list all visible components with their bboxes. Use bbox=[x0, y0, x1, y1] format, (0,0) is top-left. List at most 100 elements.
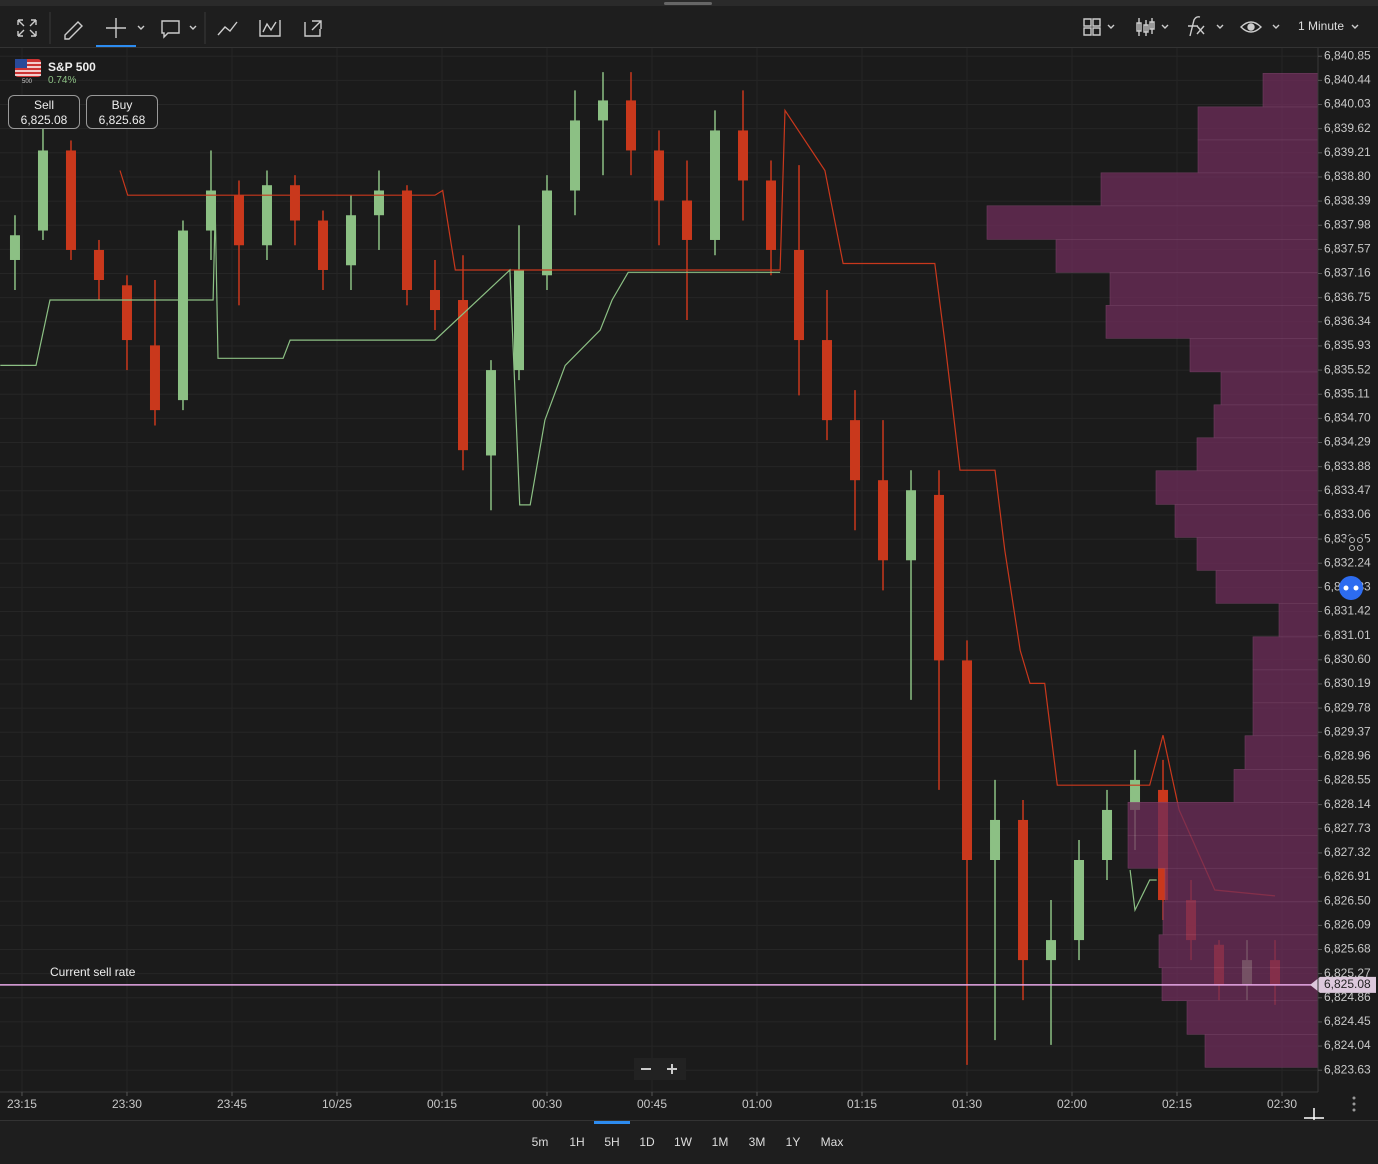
volume-bar bbox=[1213, 404, 1319, 439]
range-button[interactable]: 5H bbox=[604, 1135, 620, 1149]
candle-body bbox=[738, 130, 749, 181]
y-tick-label: 6,839.21 bbox=[1324, 145, 1371, 159]
y-tick-label: 6,831.42 bbox=[1324, 604, 1371, 618]
candle-body bbox=[149, 345, 160, 411]
y-tick-label: 6,826.09 bbox=[1324, 918, 1371, 932]
candle-body bbox=[597, 100, 608, 121]
visibility-menu[interactable] bbox=[1272, 24, 1280, 29]
candle-body bbox=[177, 230, 188, 401]
y-tick-label: 6,838.80 bbox=[1324, 169, 1371, 183]
instrument-name: S&P 500 bbox=[48, 60, 96, 74]
candle-body bbox=[9, 235, 20, 260]
candle-body bbox=[990, 819, 1001, 860]
chart-type-button[interactable] bbox=[1136, 18, 1155, 36]
flag bbox=[15, 59, 41, 77]
current-rate-tag bbox=[1310, 976, 1376, 993]
candle-body bbox=[121, 285, 132, 341]
functions-menu[interactable] bbox=[1216, 24, 1224, 29]
draw-button[interactable] bbox=[64, 21, 83, 40]
assistant-icon[interactable] bbox=[1339, 576, 1363, 600]
volume-bar bbox=[1197, 139, 1319, 174]
candle-body bbox=[654, 150, 664, 201]
y-tick-label: 6,834.70 bbox=[1324, 411, 1371, 425]
zoom-in[interactable] bbox=[667, 1064, 677, 1074]
volume-bar bbox=[1233, 769, 1319, 803]
range-button[interactable]: 1Y bbox=[785, 1135, 801, 1149]
y-tick-label: 6,837.16 bbox=[1324, 266, 1371, 280]
candle-body bbox=[1046, 940, 1057, 961]
crosshair-button[interactable] bbox=[106, 18, 126, 38]
current-rate-label: Current sell rate bbox=[50, 965, 136, 979]
range-button[interactable]: 1H bbox=[569, 1135, 585, 1149]
y-tick-label: 6,840.85 bbox=[1324, 48, 1371, 62]
candle-body bbox=[710, 130, 721, 240]
y-tick-label: 6,824.86 bbox=[1324, 990, 1371, 1004]
share-button[interactable] bbox=[304, 20, 322, 37]
y-tick-label: 6,824.04 bbox=[1324, 1038, 1371, 1052]
candle-body bbox=[345, 215, 356, 266]
volume-bar bbox=[1196, 537, 1319, 571]
candle-body bbox=[93, 249, 104, 280]
x-tick-label: 01:30 bbox=[952, 1097, 982, 1111]
range-button[interactable]: 1W bbox=[674, 1135, 692, 1149]
layout-menu[interactable] bbox=[1107, 24, 1115, 29]
flag-stripes bbox=[15, 62, 41, 76]
current-rate-value: 6,825.08 bbox=[1324, 977, 1371, 991]
range-button[interactable]: 1M bbox=[711, 1135, 729, 1149]
buy-button[interactable]: Buy 6,825.68 bbox=[86, 95, 158, 129]
candle-body bbox=[794, 249, 805, 341]
volume-bar bbox=[1162, 901, 1319, 936]
candle-body bbox=[1018, 819, 1029, 961]
layout-icon[interactable] bbox=[1345, 533, 1367, 555]
functions-button[interactable] bbox=[1188, 16, 1205, 37]
layout-button[interactable] bbox=[1083, 18, 1101, 36]
range-button[interactable]: 3M bbox=[748, 1135, 766, 1149]
timeframe[interactable]: 1 Minute bbox=[1298, 19, 1345, 33]
range-button[interactable]: Max bbox=[820, 1135, 844, 1149]
x-tick-label: 23:15 bbox=[7, 1097, 37, 1111]
chart-type-menu[interactable] bbox=[1161, 24, 1169, 29]
x-tick-label: 23:45 bbox=[217, 1097, 247, 1111]
candle-body bbox=[766, 180, 777, 250]
y-tick-label: 6,835.52 bbox=[1324, 362, 1371, 376]
y-tick-label: 6,835.11 bbox=[1324, 386, 1370, 400]
y-tick-label: 6,823.63 bbox=[1324, 1062, 1371, 1076]
y-tick-label: 6,825.27 bbox=[1324, 966, 1371, 980]
layout-icon-glyph bbox=[1349, 537, 1363, 551]
study-button[interactable] bbox=[259, 20, 281, 37]
comment-menu[interactable] bbox=[189, 25, 197, 30]
y-tick-label: 6,838.39 bbox=[1324, 193, 1371, 207]
visibility-pupil bbox=[1247, 23, 1255, 31]
volume-bar bbox=[1262, 73, 1319, 108]
crosshair-menu[interactable] bbox=[137, 25, 145, 30]
y-tick-label: 6,836.75 bbox=[1324, 290, 1371, 304]
scroll-thumb[interactable] bbox=[664, 2, 712, 5]
volume-bar bbox=[1189, 337, 1319, 373]
candle-body bbox=[317, 220, 328, 270]
y-tick-label: 6,833.47 bbox=[1324, 483, 1371, 497]
timeframe-menu[interactable] bbox=[1351, 24, 1359, 29]
indicator-button[interactable] bbox=[217, 21, 238, 36]
axes: 6,840.85 6,840.44 6,840.03 6,839.62 6,839.21… bbox=[7, 48, 1371, 1111]
comment-button[interactable] bbox=[161, 20, 180, 39]
x-tick-label: 01:00 bbox=[742, 1097, 772, 1111]
range-button[interactable]: 5m bbox=[531, 1135, 549, 1149]
scrollbar bbox=[0, 0, 1378, 6]
sell-button[interactable]: Sell 6,825.08 bbox=[8, 95, 80, 129]
visibility-button[interactable] bbox=[1240, 21, 1262, 33]
y-tick-label: 6,827.32 bbox=[1324, 845, 1371, 859]
y-tick-label: 6,837.57 bbox=[1324, 242, 1371, 256]
y-tick-label: 6,829.37 bbox=[1324, 724, 1371, 738]
range-bar: 5m 1H 5H 1D 1W 1M 3M 1Y Max bbox=[0, 1120, 1378, 1164]
candle-body bbox=[373, 190, 384, 216]
range-button[interactable]: 1D bbox=[639, 1135, 655, 1149]
candle-body bbox=[457, 300, 468, 451]
volume-bar bbox=[1158, 934, 1319, 969]
candle-body bbox=[541, 190, 552, 276]
selected-range-indicator bbox=[594, 1121, 630, 1124]
y-tick-label: 6,829.78 bbox=[1324, 700, 1371, 714]
volume-bar bbox=[1220, 371, 1319, 406]
toolbar: 1 Minute bbox=[0, 0, 1378, 48]
more-menu[interactable] bbox=[1352, 1096, 1356, 1112]
fullscreen-button[interactable] bbox=[17, 19, 37, 37]
